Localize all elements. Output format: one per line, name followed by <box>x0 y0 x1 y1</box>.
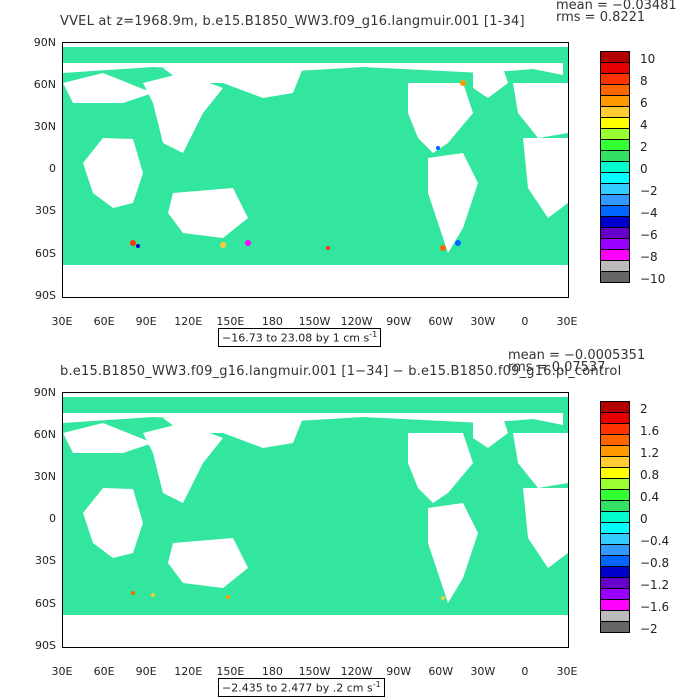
lon-label: 180 <box>261 665 283 678</box>
lon-label: 90W <box>386 315 412 328</box>
lon-label: 30E <box>51 315 73 328</box>
lon-label: 30E <box>556 315 578 328</box>
lon-label: 60E <box>93 665 115 678</box>
lat-label: 60S <box>35 597 56 610</box>
colorbar-label: 10 <box>640 52 656 66</box>
range-exponent: -1 <box>372 680 381 689</box>
colorbar-label: −1.6 <box>640 600 670 614</box>
lon-label: 90W <box>386 665 412 678</box>
colorbar-label: 8 <box>640 74 648 88</box>
range-exponent: -1 <box>369 330 378 339</box>
lat-label: 30S <box>35 554 56 567</box>
lon-label: 60E <box>93 315 115 328</box>
rms-value: rms = 0.07537 <box>508 360 606 375</box>
colorbar-label: 0.4 <box>640 490 660 504</box>
range-text: −2.435 to 2.477 by .2 cm s <box>222 681 373 695</box>
ocean-map <box>63 43 568 297</box>
lon-label: 30W <box>470 665 496 678</box>
lon-label: 120W <box>340 665 373 678</box>
mean-value: mean = −0.0005351 <box>508 348 646 363</box>
colorbar-label: −10 <box>640 272 666 286</box>
colorbar-label: 6 <box>640 96 648 110</box>
lat-label: 60N <box>33 428 56 441</box>
land-masses <box>63 43 568 297</box>
panel-title: b.e15.B1850_WW3.f09_g16.langmuir.001 [1−… <box>60 364 622 379</box>
colorbar-label: 0 <box>640 162 648 176</box>
lon-label: 90E <box>135 315 157 328</box>
colorbar-label: −0.4 <box>640 534 670 548</box>
lon-label: 150E <box>216 665 245 678</box>
lat-label: 90N <box>33 386 56 399</box>
colorbar-label: 1.2 <box>640 446 660 460</box>
colorbar <box>600 51 630 283</box>
map-frame <box>62 392 569 648</box>
lon-label: 150W <box>298 665 331 678</box>
lon-label: 30E <box>51 665 73 678</box>
lat-label: 90S <box>35 289 56 302</box>
anomaly-spots <box>130 80 466 251</box>
lon-label: 30W <box>470 315 496 328</box>
lat-label: 60S <box>35 247 56 260</box>
colorbar-label: −2 <box>640 622 658 636</box>
colorbar-label: 4 <box>640 118 648 132</box>
range-label: −2.435 to 2.477 by .2 cm s-1 <box>218 678 385 697</box>
lon-label: 30E <box>556 665 578 678</box>
colorbar-label: 2 <box>640 140 648 154</box>
mean-value: mean = −0.03481 <box>556 0 677 13</box>
lat-label: 90S <box>35 639 56 652</box>
lat-label: 30N <box>33 470 56 483</box>
colorbar-label: −8 <box>640 250 658 264</box>
colorbar-label: −1.2 <box>640 578 670 592</box>
colorbar-label: −2 <box>640 184 658 198</box>
colorbar-cell <box>600 271 630 283</box>
land-masses <box>63 393 568 647</box>
lon-label: 0 <box>521 665 529 678</box>
lon-label: 150W <box>298 315 331 328</box>
rms-value: rms = 0.8221 <box>556 10 646 25</box>
colorbar-label: −6 <box>640 228 658 242</box>
colorbar-label: 1.6 <box>640 424 660 438</box>
colorbar-label: 2 <box>640 402 648 416</box>
lat-label: 90N <box>33 36 56 49</box>
lon-label: 90E <box>135 665 157 678</box>
lon-label: 120E <box>174 315 203 328</box>
lon-label: 120E <box>174 665 203 678</box>
panel-title: VVEL at z=1968.9m, b.e15.B1850_WW3.f09_g… <box>60 14 525 29</box>
colorbar-label: −4 <box>640 206 658 220</box>
map-frame <box>62 42 569 298</box>
range-text: −16.73 to 23.08 by 1 cm s <box>222 331 370 345</box>
panel-top: VVEL at z=1968.9m, b.e15.B1850_WW3.f09_g… <box>33 0 677 347</box>
lon-label: 60W <box>428 665 454 678</box>
panel-bottom: b.e15.B1850_WW3.f09_g16.langmuir.001 [1−… <box>0 348 700 700</box>
colorbar-label: 0.8 <box>640 468 660 482</box>
lat-label: 0 <box>49 512 56 525</box>
colorbar <box>600 401 630 633</box>
ocean-map <box>63 393 568 647</box>
anomaly-spots <box>131 591 445 600</box>
lon-label: 120W <box>340 315 373 328</box>
lon-label: 180 <box>261 315 283 328</box>
lat-label: 30N <box>33 120 56 133</box>
colorbar-label: 0 <box>640 512 648 526</box>
lon-label: 60W <box>428 315 454 328</box>
colorbar-cell <box>600 621 630 633</box>
colorbar-label: −0.8 <box>640 556 670 570</box>
lat-label: 30S <box>35 204 56 217</box>
lat-label: 0 <box>49 162 56 175</box>
lat-label: 60N <box>33 78 56 91</box>
lon-label: 150E <box>216 315 245 328</box>
range-label: −16.73 to 23.08 by 1 cm s-1 <box>218 328 382 347</box>
lon-label: 0 <box>521 315 529 328</box>
